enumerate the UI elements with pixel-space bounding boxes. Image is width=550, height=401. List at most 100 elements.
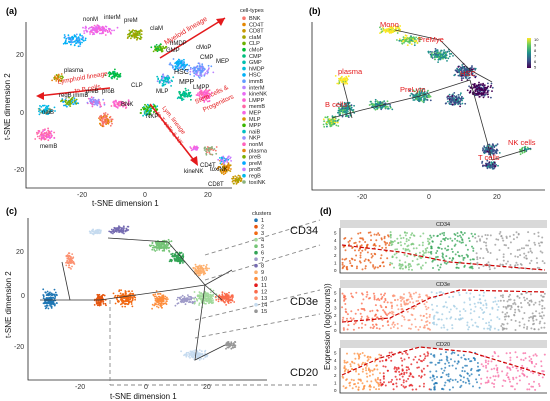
panel-a-point [37,132,40,134]
panel-a-point [111,29,113,32]
panel-c-point [193,302,196,305]
panel-d-label: (d) [320,206,332,216]
panel-a-point [177,58,180,61]
panel-a-legend-swatch [242,35,246,39]
panel-a-point [81,41,83,44]
facet-point [389,263,391,266]
panel-a-point [221,156,223,159]
panel-a-xtick: 20 [204,192,212,199]
panel-a-legend-item: CLP [249,41,260,47]
panel-c-point [116,300,119,303]
panel-b-point [413,44,416,47]
panel-c-point [176,254,179,257]
panel-b-point [453,92,456,94]
panel-a-cluster-label: CLP [131,83,143,89]
panel-a-point [172,58,175,60]
panel-b-point [480,83,482,85]
panel-b-point [412,40,414,43]
panel-a-point [204,92,206,94]
panel-a-point [134,32,137,35]
panel-a-legend-item: HSC [249,73,261,79]
panel-b-point [459,105,461,108]
panel-a-point [236,181,239,184]
panel-a-point [146,109,149,112]
panel-a-point [183,95,186,98]
panel-b-point [440,49,442,52]
facet-point [356,265,358,268]
panel-c-point [47,294,50,297]
panel-b-point [333,120,335,122]
panel-b-point [462,66,465,69]
panel-a-point [168,76,170,79]
panel-c-point [198,267,201,270]
panel-a-point [139,34,141,36]
panel-c-point [156,246,159,249]
panel-a-point [102,98,105,101]
panel-c-point [185,355,188,358]
facet-point [376,266,379,269]
panel-a-point [66,42,69,45]
panel-a-point [136,32,139,34]
panel-c-point [191,355,193,358]
panel-a-point [197,94,199,96]
panel-b-point [342,109,345,111]
panel-a-point [180,60,183,63]
facet-point [381,246,384,249]
panel-b-point [334,120,337,122]
panel-c-point [170,240,173,243]
panel-a-point [127,99,130,102]
panel-c-point [100,301,103,303]
panel-a-point [103,121,106,124]
panel-a-point [97,24,100,27]
panel-a-point [75,33,78,36]
panel-b-point [433,58,436,61]
panel-a-point [193,72,196,75]
panel-a-point [177,61,180,64]
panel-c-point [203,270,205,273]
facet-point [379,265,381,268]
panel-b-point [427,96,430,98]
panel-a-point [53,131,55,134]
panel-b-point [353,104,355,107]
panel-a-point [200,91,203,94]
panel-a-point [50,135,53,138]
panel-a-point [187,68,190,71]
panel-a-point [108,73,111,76]
panel-b-point [494,144,497,147]
panel-b-point [402,36,405,38]
panel-b-point [346,82,348,85]
facet-point [350,264,353,267]
panel-a-point [113,29,115,32]
panel-c-point [68,266,71,269]
panel-a-point [200,89,203,92]
panel-c-point [195,272,198,275]
panel-b-point [483,164,486,167]
panel-c-legend-swatch [254,270,258,275]
panel-c-point [166,300,168,303]
panel-a-point [97,98,100,101]
panel-a-point [166,75,169,78]
panel-a-point [145,105,148,108]
panel-a-legend-item: MEP [249,111,261,117]
panel-a-point [107,119,110,122]
panel-a-cluster-label: proB [102,89,115,95]
panel-c-point [221,291,224,293]
panel-b-point [478,81,480,84]
panel-a-legend-item: kineNK [249,92,267,98]
panel-a-point [203,94,205,97]
panel-b-point [426,99,429,101]
panel-c-point [179,262,181,265]
panel-a-point [181,99,183,102]
panel-b-point [489,145,491,147]
facet-point [343,258,346,261]
panel-b-label-text: PreLym [400,85,426,94]
panel-c-point [152,246,155,249]
panel-a-point [53,106,56,109]
panel-a-cluster-label: interM [104,15,121,21]
panel-c-point [121,301,124,304]
panel-a-point [63,104,65,107]
colorbar-tick: 5 [534,65,537,70]
facet-point [386,242,389,245]
panel-b-point [383,100,386,102]
panel-b-point [450,100,453,103]
